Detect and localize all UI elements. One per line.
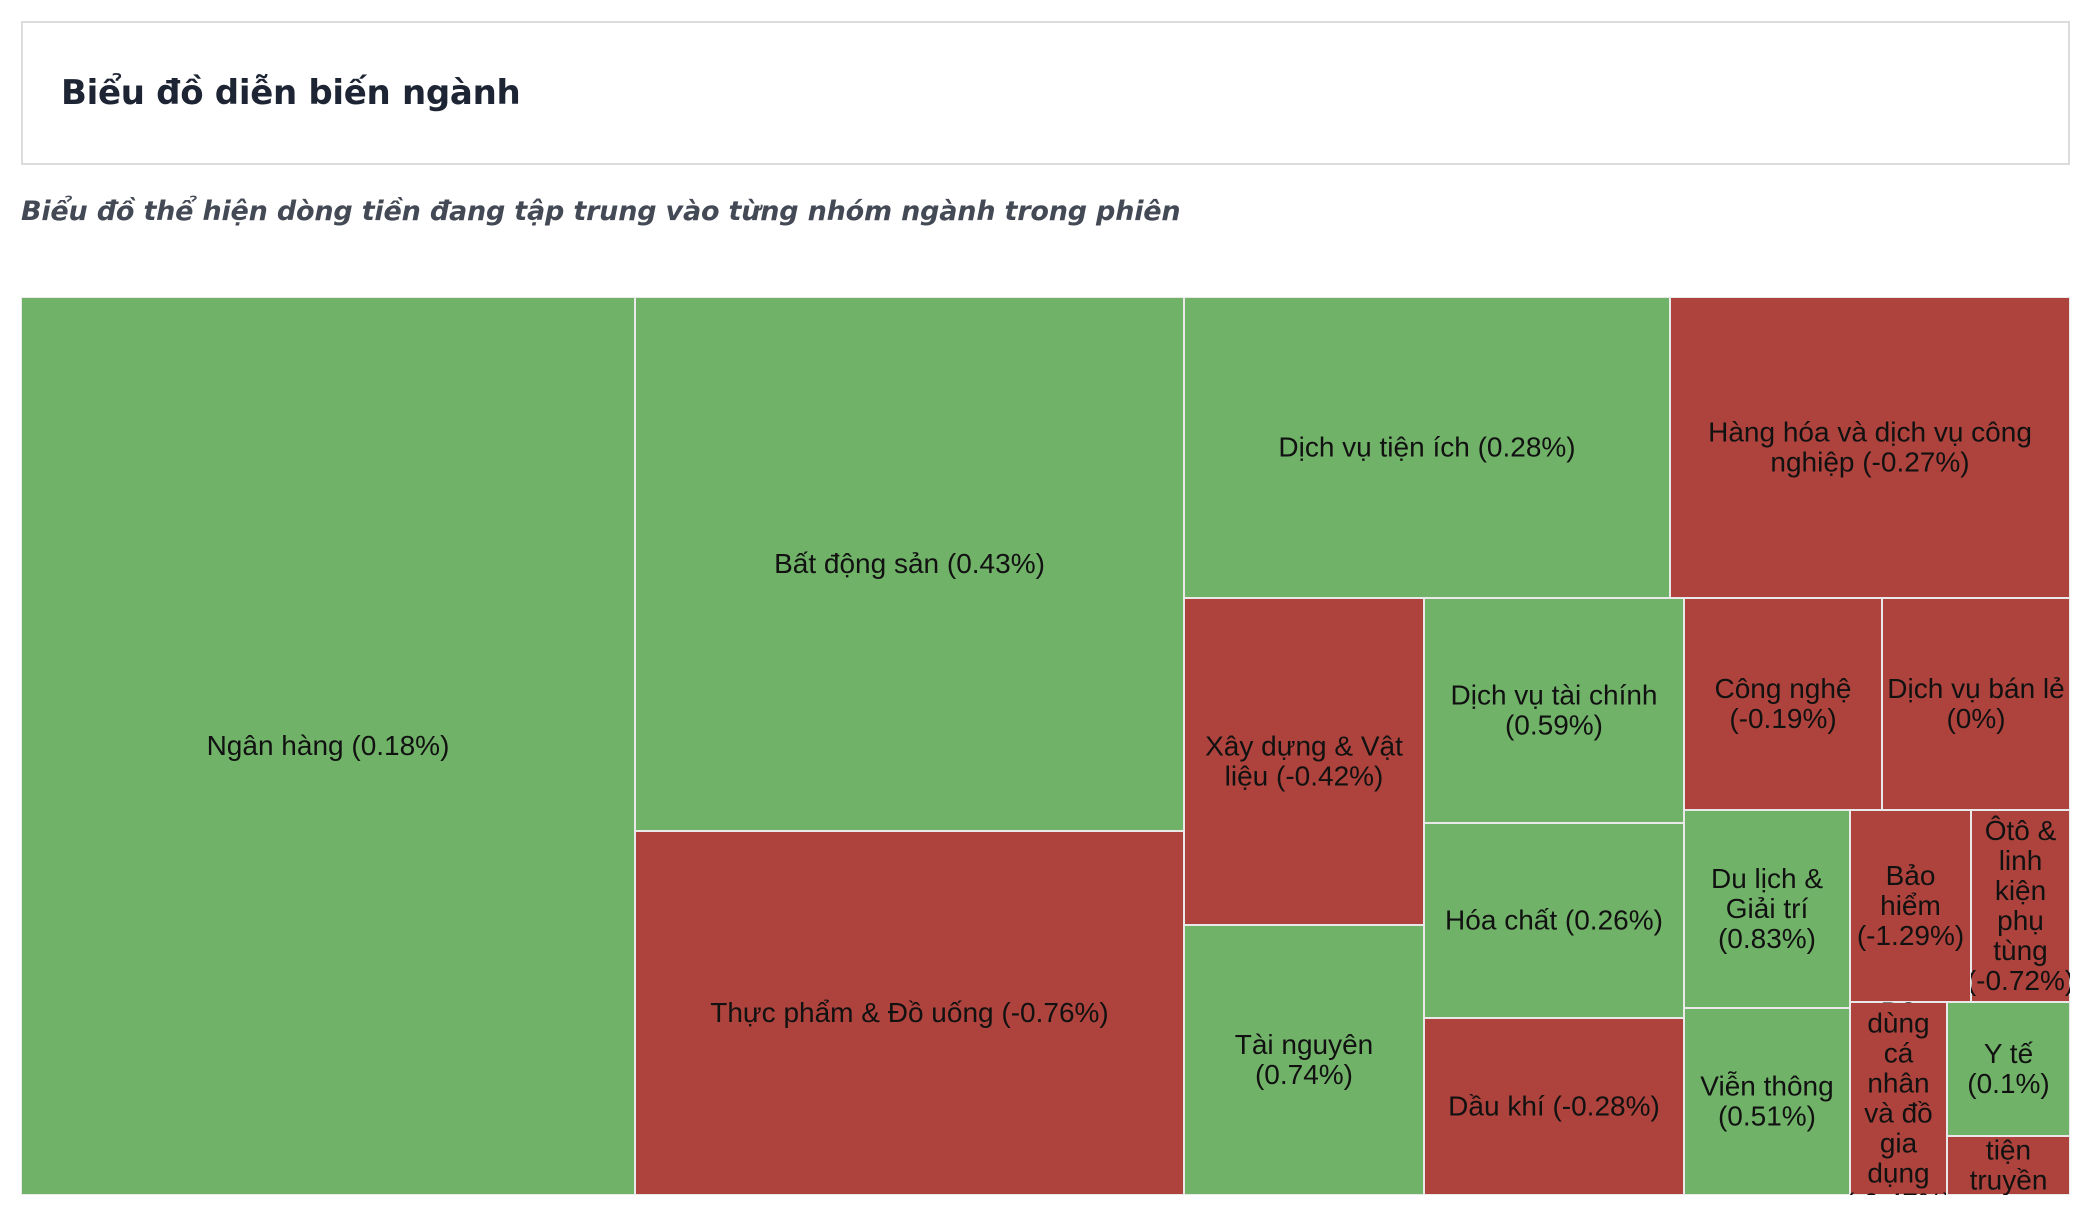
tile-bao-hiem[interactable]: Bảo hiểm (-1.29%) bbox=[1849, 809, 1972, 1003]
tile-thuc-pham-do-uong[interactable]: Thực phẩm & Đồ uống (-0.76%) bbox=[634, 830, 1185, 1195]
tile-label-phuong-tien-truyen-thong: Phươngtiệntruyềnthông bbox=[1957, 1105, 2060, 1196]
tile-rect-tai-nguyen bbox=[1183, 924, 1425, 1195]
tile-dich-vu-tai-chinh[interactable]: Dịch vụ tài chính (0.59%) bbox=[1423, 597, 1685, 824]
tile-label-ngan-hang: Ngân hàng (0.18%) bbox=[207, 730, 450, 761]
tile-label-bao-hiem: Bảo hiểm (-1.29%) bbox=[1857, 860, 1964, 951]
tile-label-dich-vu-tai-chinh: Dịch vụ tài chính (0.59%) bbox=[1451, 680, 1658, 741]
chart-subtitle: Biểu đồ thể hiện dòng tiền đang tập trun… bbox=[21, 196, 1181, 227]
tile-rect-bat-dong-san bbox=[634, 297, 1185, 832]
tile-rect-cong-nghe bbox=[1683, 597, 1883, 811]
tile-label-oto-linh-kien-phu-tung: Ôtô & linh kiện phụ tùng (-0.72%) bbox=[1967, 815, 2070, 996]
tile-rect-ngan-hang bbox=[21, 297, 636, 1195]
tile-label-du-lich-giai-tri: Du lịch & Giải trí (0.83%) bbox=[1711, 863, 1823, 954]
tile-label-dich-vu-ban-le: Dịch vụ bán lẻ (0%) bbox=[1887, 673, 2064, 734]
tile-label-hoa-chat: Hóa chất (0.26%) bbox=[1445, 905, 1663, 936]
tile-label-thuc-pham-do-uong: Thực phẩm & Đồ uống (-0.76%) bbox=[710, 997, 1108, 1028]
tile-dau-khi[interactable]: Dầu khí (-0.28%) bbox=[1423, 1017, 1685, 1195]
tile-rect-bao-hiem bbox=[1849, 809, 1972, 1003]
tile-rect-dich-vu-tai-chinh bbox=[1423, 597, 1685, 824]
tile-label-dich-vu-tien-ich: Dịch vụ tiện ích (0.28%) bbox=[1278, 432, 1575, 463]
tile-label-y-te: Y tế (0.1%) bbox=[1967, 1038, 2049, 1099]
page-title: Biểu đồ diễn biến ngành bbox=[61, 73, 521, 113]
tile-rect-oto-linh-kien-phu-tung bbox=[1970, 809, 2070, 1003]
tile-xay-dung-vat-lieu[interactable]: Xây dựng & Vật liệu (-0.42%) bbox=[1183, 597, 1425, 926]
tile-dich-vu-ban-le[interactable]: Dịch vụ bán lẻ (0%) bbox=[1881, 597, 2070, 811]
tile-tai-nguyen[interactable]: Tài nguyên (0.74%) bbox=[1183, 924, 1425, 1195]
tile-rect-thuc-pham-do-uong bbox=[634, 830, 1185, 1195]
tile-bat-dong-san[interactable]: Bất động sản (0.43%) bbox=[634, 297, 1185, 832]
tile-rect-phuong-tien-truyen-thong bbox=[1946, 1135, 2070, 1195]
tile-label-bat-dong-san: Bất động sản (0.43%) bbox=[774, 548, 1045, 579]
tile-rect-dich-vu-ban-le bbox=[1881, 597, 2070, 811]
tile-phuong-tien-truyen-thong[interactable]: Phươngtiệntruyềnthông bbox=[1946, 1105, 2070, 1196]
tile-rect-hoa-chat bbox=[1423, 822, 1685, 1019]
tile-hang-hoa-va-dich-vu-cong-nghiep[interactable]: Hàng hóa và dịch vụ công nghiệp (-0.27%) bbox=[1669, 297, 2070, 599]
tile-rect-dich-vu-tien-ich bbox=[1183, 297, 1671, 599]
title-card: Biểu đồ diễn biến ngành bbox=[21, 21, 2070, 165]
tile-hoa-chat[interactable]: Hóa chất (0.26%) bbox=[1423, 822, 1685, 1019]
tile-rect-xay-dung-vat-lieu bbox=[1183, 597, 1425, 926]
tile-y-te[interactable]: Y tế (0.1%) bbox=[1946, 1001, 2070, 1137]
tile-vien-thong[interactable]: Viễn thông (0.51%) bbox=[1683, 1007, 1851, 1195]
tile-ngan-hang[interactable]: Ngân hàng (0.18%) bbox=[21, 297, 636, 1195]
tile-dich-vu-tien-ich[interactable]: Dịch vụ tiện ích (0.28%) bbox=[1183, 297, 1671, 599]
tile-oto-linh-kien-phu-tung[interactable]: Ôtô & linh kiện phụ tùng (-0.72%) bbox=[1967, 809, 2070, 1003]
tile-rect-du-lich-giai-tri bbox=[1683, 809, 1851, 1009]
tile-rect-hang-hoa-va-dich-vu-cong-nghiep bbox=[1669, 297, 2070, 599]
tile-du-lich-giai-tri[interactable]: Du lịch & Giải trí (0.83%) bbox=[1683, 809, 1851, 1009]
tile-label-vien-thong: Viễn thông (0.51%) bbox=[1700, 1071, 1833, 1132]
tile-label-tai-nguyen: Tài nguyên (0.74%) bbox=[1235, 1029, 1374, 1090]
tile-label-cong-nghe: Công nghệ (-0.19%) bbox=[1714, 673, 1851, 734]
tile-label-xay-dung-vat-lieu: Xây dựng & Vật liệu (-0.42%) bbox=[1205, 731, 1403, 792]
tile-label-hang-hoa-va-dich-vu-cong-nghiep: Hàng hóa và dịch vụ công nghiệp (-0.27%) bbox=[1708, 417, 2032, 478]
tile-rect-dau-khi bbox=[1423, 1017, 1685, 1195]
tile-label-dau-khi: Dầu khí (-0.28%) bbox=[1448, 1091, 1660, 1122]
sector-treemap: Ngân hàng (0.18%) Bất động sản (0.43%) Thự… bbox=[21, 297, 2070, 1195]
tile-rect-y-te bbox=[1946, 1001, 2070, 1137]
tile-cong-nghe[interactable]: Công nghệ (-0.19%) bbox=[1683, 597, 1883, 811]
